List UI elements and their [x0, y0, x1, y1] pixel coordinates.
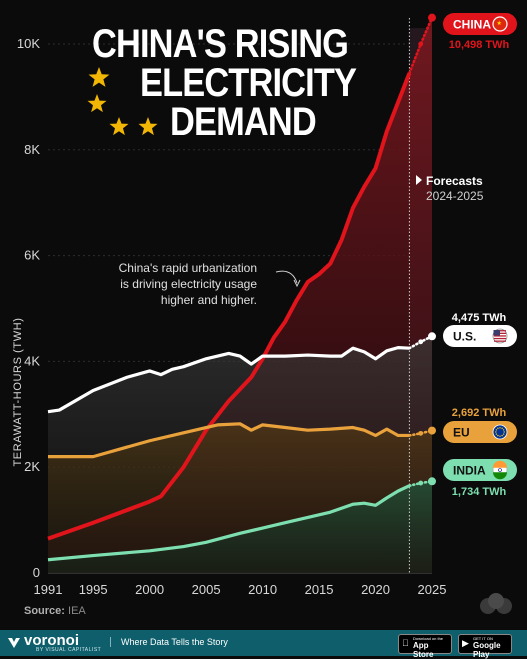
- y-tick-label: 4K: [24, 353, 40, 368]
- title-line-1: CHINA'S RISING: [92, 22, 349, 66]
- x-tick-label: 1995: [79, 582, 108, 597]
- us-point: [418, 339, 424, 345]
- us-value: 4,475 TWh: [452, 312, 507, 324]
- tagline: Where Data Tells the Story: [110, 637, 228, 647]
- footer-bar: voronoi BY VISUAL CAPITALIST Where Data …: [0, 630, 527, 659]
- y-axis-ticks: 0 2K 4K 6K 8K 10K: [17, 36, 40, 580]
- y-tick-label: 8K: [24, 142, 40, 157]
- y-tick-label: 0: [33, 565, 40, 580]
- china-name: CHINA: [453, 18, 491, 32]
- us-point: [428, 332, 436, 341]
- annotation-line: China's rapid urbanization: [119, 261, 257, 275]
- eu-line: [48, 422, 410, 459]
- forecast-title: Forecasts: [426, 174, 483, 188]
- app-store-button[interactable]:  Download on the App Store: [398, 634, 452, 659]
- us-line: [47, 346, 410, 414]
- app-store-text: App Store: [413, 641, 434, 659]
- series-labels: CHINA ★ 10,498 TWh U.S. 4,475 TWh EU 2,692 TWh…: [443, 13, 517, 498]
- y-axis-title: TERAWATT-HOURS (TWH): [12, 317, 24, 466]
- forecast-range: 2024-2025: [426, 189, 484, 203]
- annotation-arrowhead: [293, 279, 301, 288]
- star-icon: [138, 117, 158, 136]
- india-point: [418, 480, 424, 486]
- brand-name: voronoi: [24, 632, 79, 649]
- google-play-button[interactable]: ▶ GET IT ON Google Play: [458, 634, 512, 659]
- annotation: China's rapid urbanization is driving ele…: [119, 261, 301, 307]
- eu-label: EU 2,692 TWh: [443, 407, 517, 443]
- x-tick-label: 2005: [192, 582, 221, 597]
- india-line: [47, 484, 411, 562]
- title-line-3: DEMAND: [170, 100, 317, 144]
- brand-subtitle: BY VISUAL CAPITALIST: [36, 647, 102, 653]
- voronoi-logo-icon: [8, 638, 20, 648]
- eu-point: [428, 426, 436, 435]
- x-tick-label: 2015: [305, 582, 334, 597]
- eu-name: EU: [453, 426, 470, 440]
- annotation-line: is driving electricity usage: [120, 277, 257, 291]
- source-note: Source: IEA: [24, 605, 86, 617]
- annotation-arrow: [275, 270, 298, 284]
- app-store-small-text: Download on the: [413, 636, 444, 641]
- title-line-2: ELECTRICITY: [140, 61, 357, 105]
- india-label: INDIA 1,734 TWh: [443, 459, 517, 498]
- eu-point: [418, 430, 424, 436]
- apple-icon: : [402, 639, 409, 648]
- source-value: IEA: [68, 605, 86, 617]
- china-point: [428, 13, 436, 22]
- forecast-arrow-icon: [416, 175, 422, 185]
- us-flag-icon: [492, 328, 508, 344]
- x-tick-label: 2020: [361, 582, 390, 597]
- us-label: U.S. 4,475 TWh: [443, 312, 517, 347]
- x-tick-label: 2025: [418, 582, 447, 597]
- y-tick-label: 6K: [24, 248, 40, 263]
- annotation-line: higher and higher.: [161, 293, 257, 307]
- india-point: [428, 477, 436, 486]
- star-icon: [87, 94, 107, 113]
- india-name: INDIA: [453, 464, 486, 478]
- china-value: 10,498 TWh: [449, 39, 510, 51]
- y-tick-label: 2K: [24, 459, 40, 474]
- x-tick-label: 2000: [135, 582, 164, 597]
- svg-text:★: ★: [497, 20, 502, 27]
- series-lines: [47, 13, 436, 562]
- star-icon: [109, 117, 129, 136]
- india-value: 1,734 TWh: [452, 486, 507, 498]
- eu-value: 2,692 TWh: [452, 407, 507, 419]
- visual-capitalist-logo-icon: [480, 593, 512, 614]
- area-fills: [48, 17, 432, 573]
- google-play-text: Google Play: [473, 641, 501, 659]
- eu-flag-icon: [492, 424, 508, 440]
- india-flag-icon: [492, 460, 508, 480]
- china-point: [418, 41, 424, 47]
- google-play-small-text: GET IT ON: [473, 636, 493, 641]
- google-play-icon: ▶: [462, 638, 469, 648]
- china-label: CHINA ★ 10,498 TWh: [443, 13, 517, 51]
- x-tick-label: 2010: [248, 582, 277, 597]
- star-decoration: [87, 67, 158, 136]
- us-name: U.S.: [453, 330, 476, 344]
- source-label: Source:: [24, 605, 65, 617]
- india-area: [48, 481, 432, 573]
- star-icon: [88, 67, 110, 87]
- y-tick-label: 10K: [17, 36, 40, 51]
- x-tick-label: 1991: [34, 582, 63, 597]
- china-flag-icon: ★: [492, 16, 508, 32]
- china-line: [47, 72, 412, 541]
- x-axis-ticks: 1991 1995 2000 2005 2010 2015 2020 2025: [34, 582, 447, 597]
